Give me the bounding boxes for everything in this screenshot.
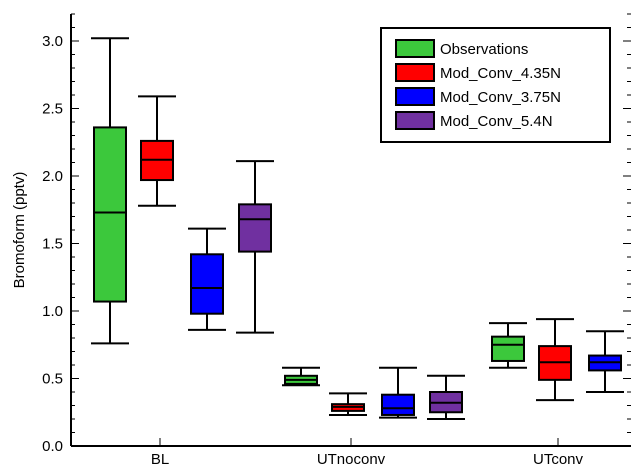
box [138,95,176,207]
y-tick-label: 1.0 [42,303,63,320]
series-observations [91,37,527,387]
y-tick-label: 2.5 [42,101,63,118]
legend-label: Mod_Conv_3.75N [440,89,561,106]
box [188,227,226,331]
legend-swatch [395,63,435,82]
y-tick-label: 2.0 [42,168,63,185]
box [236,160,274,334]
legend-label: Mod_Conv_5.4N [440,113,553,130]
y-tick-label: 3.0 [42,33,63,50]
box [329,392,367,416]
legend-swatch [395,39,435,58]
box [379,366,417,419]
box [427,374,465,420]
legend-swatch [395,87,435,106]
legend-label: Observations [440,41,528,58]
y-tick-label: 0.0 [42,438,63,455]
box [489,322,527,369]
y-tick-label: 0.5 [42,371,63,388]
y-axis-label: Bromoform (pptv) [11,172,28,289]
x-tick-label: UTnoconv [317,451,386,466]
legend-swatch [395,111,435,130]
box-series-group [91,37,624,420]
series-mod-conv-3-75n [188,227,624,419]
series-mod-conv-5-4n [236,160,465,420]
x-axis: BL UTnoconv UTconv [151,438,584,466]
box-body [93,126,127,303]
box [282,366,320,387]
series-mod-conv-4-35n [138,95,574,416]
box-body [381,393,415,416]
y-axis: 0.0 0.5 1.0 1.5 2.0 2.5 3.0 [42,13,631,455]
y-tick-label: 1.5 [42,236,63,253]
box [586,330,624,393]
box [91,37,129,345]
box-body [491,335,525,362]
box [536,318,574,402]
x-tick-label: BL [151,451,169,466]
x-tick-label: UTconv [533,451,584,466]
legend-label: Mod_Conv_4.35N [440,65,561,82]
box-body [190,253,224,315]
box-body [238,203,272,253]
legend: Observations Mod_Conv_4.35N Mod_Conv_3.75N… [380,27,611,143]
